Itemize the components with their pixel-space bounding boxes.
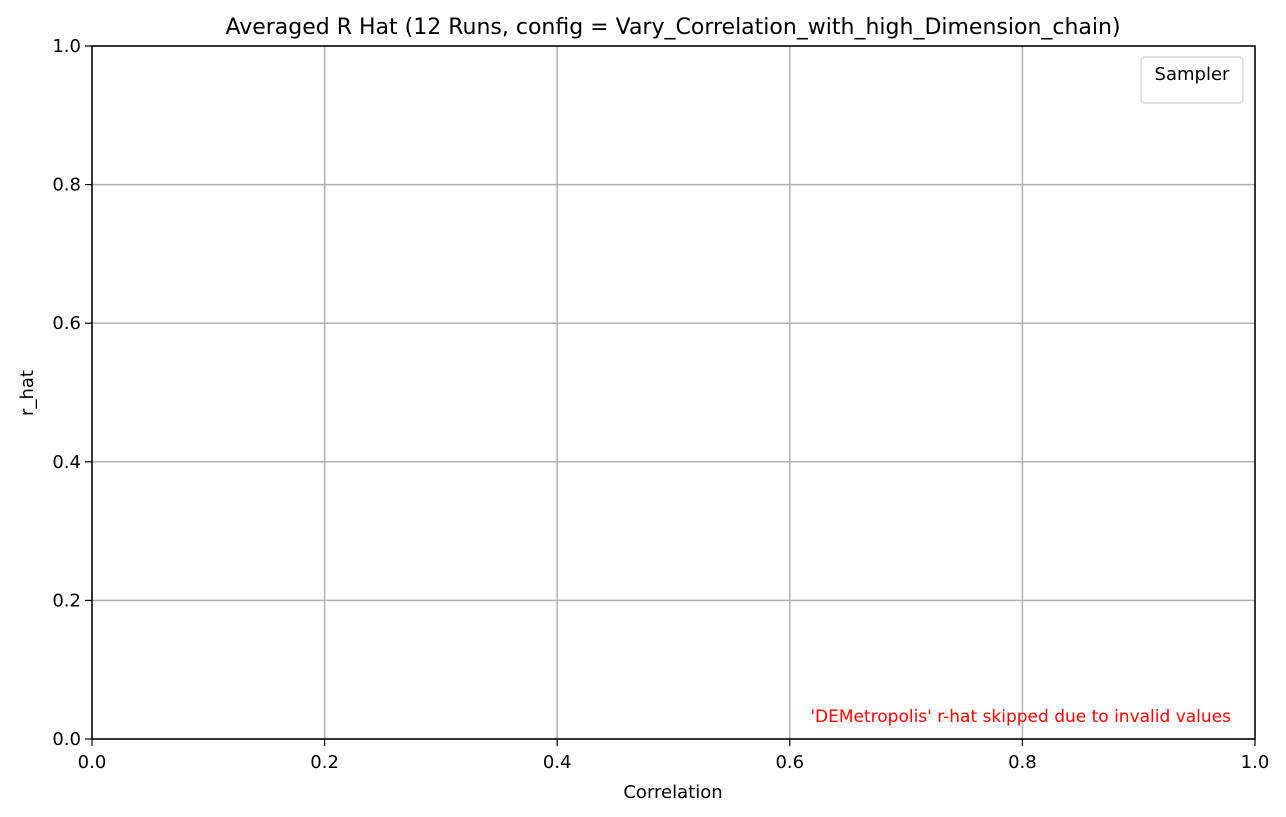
y-tick-label: 0.4 [52,452,81,473]
legend: Sampler [1140,56,1244,104]
legend-box [1140,56,1244,104]
y-tick-label: 0.2 [52,590,81,611]
y-tick-label: 0.6 [52,313,81,334]
chart-title: Averaged R Hat (12 Runs, config = Vary_C… [225,15,1120,40]
y-tick-label: 0.8 [52,175,81,196]
y-axis-ticks: 0.0 0.2 0.4 0.6 0.8 1.0 [52,36,92,750]
x-tick-label: 0.4 [543,752,572,773]
skipped-sampler-annotation: 'DEMetropolis' r-hat skipped due to inva… [810,707,1231,727]
y-tick-label: 1.0 [52,36,81,57]
y-tick-label: 0.0 [52,729,81,750]
x-axis-label: Correlation [623,782,722,803]
x-tick-label: 0.0 [78,752,107,773]
x-tick-label: 0.6 [775,752,804,773]
y-axis-label: r_hat [17,370,38,416]
x-axis-ticks: 0.0 0.2 0.4 0.6 0.8 1.0 [78,739,1270,773]
x-tick-label: 0.2 [310,752,339,773]
plot-area-frame [91,45,1256,740]
legend-title: Sampler [1155,64,1230,85]
x-tick-label: 1.0 [1241,752,1270,773]
x-tick-label: 0.8 [1008,752,1037,773]
